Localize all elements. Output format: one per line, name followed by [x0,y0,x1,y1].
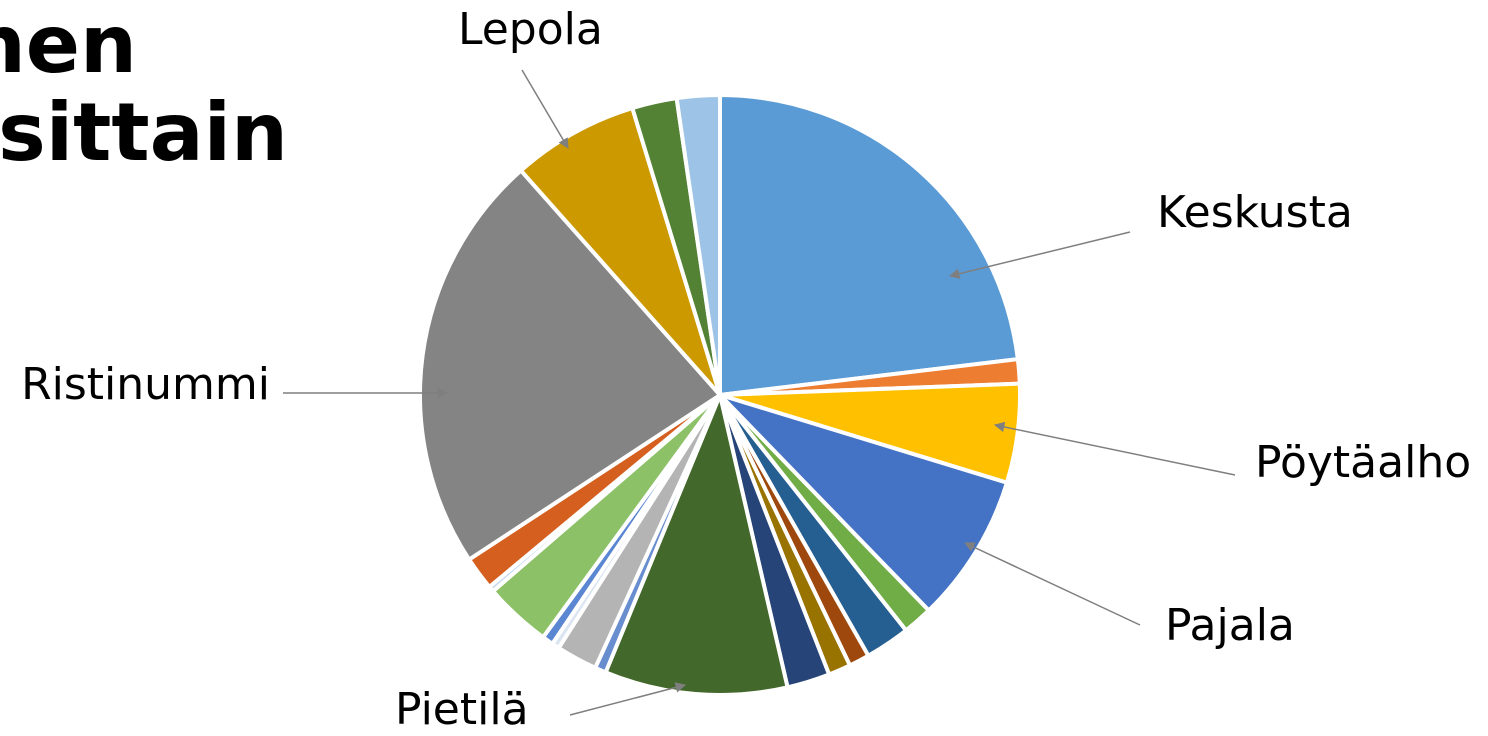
leader-line [569,682,687,716]
slice-label: Ristinummi [21,359,270,410]
pie-slice [518,105,722,397]
slice-label: Lepola [458,4,603,55]
pie-slice [418,167,724,563]
chart-title-line: osittain [0,86,288,179]
pie-slice [718,393,1010,614]
chart-title-line: nen [0,0,137,91]
slice-label: Pöytäalho [1255,437,1471,488]
slice-label: Pajala [1165,600,1295,651]
leader-line [993,421,1236,476]
leader-line [521,69,569,149]
leader-line [948,231,1131,279]
pie-slice [718,92,1021,398]
slice-label: Pietilä [395,684,529,735]
slice-label: Keskusta [1157,187,1353,238]
leader-line [964,542,1141,626]
pie-slice [674,92,722,396]
pie-slice [603,388,790,697]
